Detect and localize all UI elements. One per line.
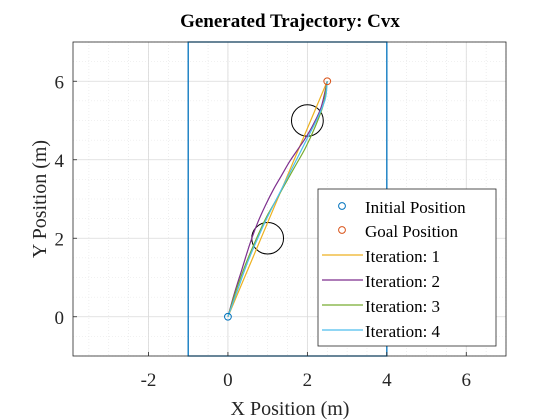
legend-entry-iteration-2: Iteration: 2	[322, 272, 440, 291]
y-tick-label: 4	[55, 151, 65, 172]
goal-position-marker	[323, 77, 332, 86]
legend-label-iteration-1: Iteration: 1	[365, 247, 440, 266]
y-tick-label: 6	[55, 72, 65, 93]
legend-entry-initial-position: Initial Position	[338, 198, 466, 217]
x-tick-label: 2	[303, 370, 313, 391]
legend-marker-initial-position	[338, 202, 346, 210]
x-tick-label: 6	[462, 370, 472, 391]
legend-entry-iteration-4: Iteration: 4	[322, 322, 441, 341]
legend-label-initial-position: Initial Position	[365, 198, 466, 217]
y-tick-label: 0	[55, 308, 65, 329]
x-tick-label: -2	[141, 370, 157, 391]
series-line-iteration-2	[227, 81, 328, 317]
initial-position-marker	[224, 312, 232, 321]
x-tick-label: 0	[223, 370, 233, 391]
x-tick-label: 4	[382, 370, 392, 391]
legend-label-goal-position: Goal Position	[365, 222, 459, 241]
y-axis-label: Y Position (m)	[29, 140, 51, 258]
obstacle-circle	[290, 104, 324, 137]
chart-title: Generated Trajectory: Cvx	[180, 11, 400, 32]
legend-entry-iteration-1: Iteration: 1	[322, 247, 440, 266]
legend-box	[317, 188, 497, 347]
legend: Initial Position Goal Position Iteration…	[317, 188, 497, 347]
series-layer	[227, 81, 328, 317]
legend-label-iteration-2: Iteration: 2	[365, 272, 440, 291]
legend-label-iteration-4: Iteration: 4	[365, 322, 441, 341]
legend-entry-iteration-3: Iteration: 3	[322, 297, 440, 316]
legend-entry-goal-position: Goal Position	[338, 222, 459, 241]
legend-label-iteration-3: Iteration: 3	[365, 297, 440, 316]
series-line-iteration-1	[227, 81, 328, 317]
marker-layer	[224, 77, 332, 321]
y-tick-label: 2	[55, 229, 65, 250]
axes-box	[72, 41, 507, 357]
x-axis-label: X Position (m)	[231, 398, 350, 420]
tick-layer: -2 0 2 4 6 0 2 4 6	[55, 72, 472, 391]
legend-marker-goal-position	[338, 226, 346, 234]
series-line-iteration-4	[227, 81, 328, 317]
